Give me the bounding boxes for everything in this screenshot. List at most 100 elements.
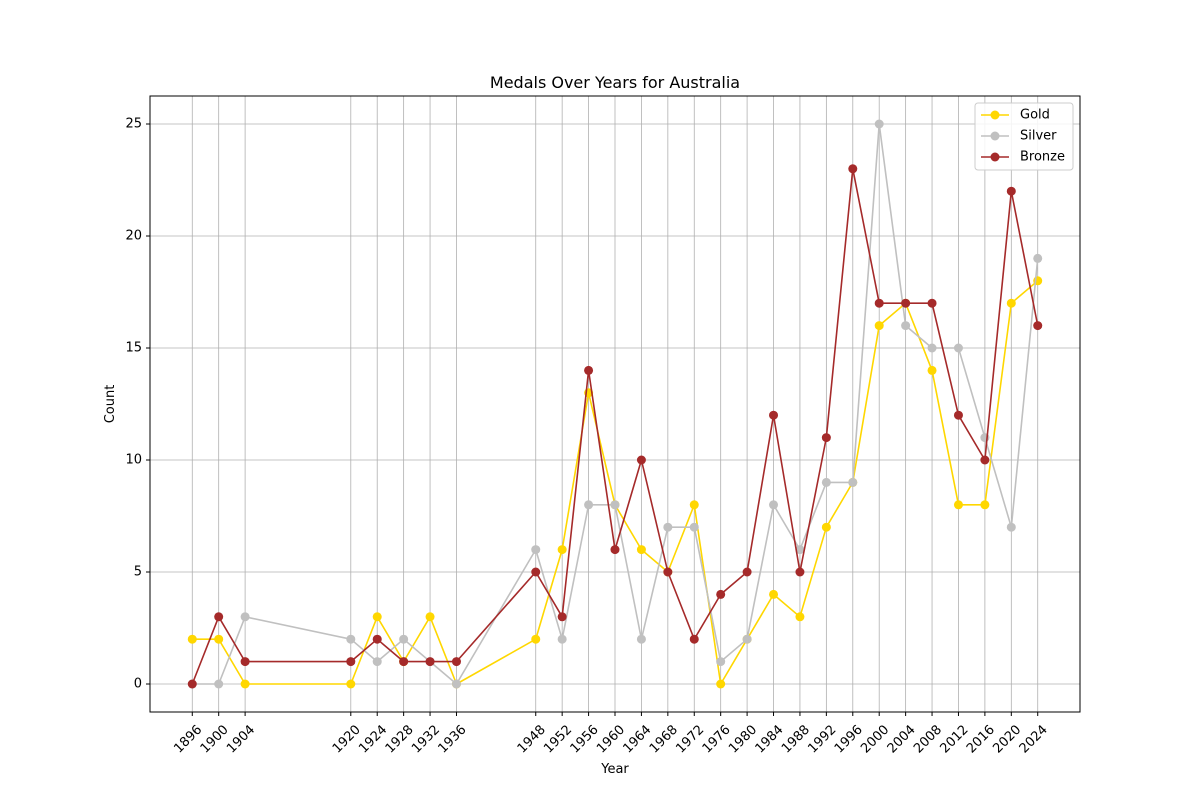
x-tick-label: 2004 <box>885 722 919 756</box>
data-point-gold <box>636 545 646 555</box>
x-tick-label: 1952 <box>541 722 575 756</box>
data-point-bronze <box>531 567 541 577</box>
data-point-silver <box>451 679 461 689</box>
data-point-bronze <box>848 164 858 174</box>
data-point-silver <box>927 343 937 353</box>
data-point-gold <box>980 500 990 510</box>
x-tick-label: 2020 <box>990 722 1024 756</box>
data-point-gold <box>214 634 224 644</box>
data-point-gold <box>346 679 356 689</box>
data-point-silver <box>240 612 250 622</box>
legend-label: Gold <box>1020 108 1050 123</box>
data-point-bronze <box>927 298 937 308</box>
data-point-bronze <box>425 657 435 667</box>
series-line-bronze <box>191 168 1039 685</box>
x-tick-label: 1960 <box>594 722 628 756</box>
x-tick-label: 1968 <box>647 722 681 756</box>
y-axis-label: Count <box>103 385 118 424</box>
x-tick-label: 2016 <box>964 722 998 756</box>
y-tick-label: 0 <box>134 677 142 692</box>
data-point-silver <box>584 500 594 510</box>
data-point-bronze <box>821 433 831 443</box>
x-tick-label: 1896 <box>171 722 205 756</box>
data-point-bronze <box>874 298 884 308</box>
data-point-silver <box>874 119 884 129</box>
x-axis-label: Year <box>600 762 629 777</box>
x-tick-label: 1976 <box>700 722 734 756</box>
legend-swatch-marker <box>990 110 1000 120</box>
data-point-bronze <box>1006 186 1016 196</box>
x-tick-label: 1956 <box>568 722 602 756</box>
data-point-silver <box>742 634 752 644</box>
x-tick-label: 2000 <box>858 722 892 756</box>
data-point-bronze <box>742 567 752 577</box>
x-tick-label: 1984 <box>753 722 787 756</box>
legend-item-silver: Silver <box>981 129 1057 144</box>
data-point-silver <box>795 545 805 555</box>
x-tick-label: 1948 <box>515 722 549 756</box>
data-point-silver <box>821 477 831 487</box>
x-tick-label: 2008 <box>911 722 945 756</box>
data-point-silver <box>557 634 567 644</box>
legend-swatch-marker <box>990 152 1000 162</box>
data-point-gold <box>689 500 699 510</box>
legend-box <box>974 102 1074 171</box>
series-bronze <box>187 164 1043 689</box>
data-point-gold <box>531 634 541 644</box>
y-tick-label: 10 <box>125 453 142 468</box>
data-point-bronze <box>1033 321 1043 331</box>
x-tick-label: 2024 <box>1017 722 1051 756</box>
data-point-bronze <box>716 589 726 599</box>
y-tick-label: 15 <box>125 341 142 356</box>
data-point-bronze <box>901 298 911 308</box>
y-tick-label: 20 <box>125 229 142 244</box>
data-point-gold <box>372 612 382 622</box>
x-tick-label: 1996 <box>832 722 866 756</box>
data-point-silver <box>636 634 646 644</box>
data-point-bronze <box>980 455 990 465</box>
data-point-gold <box>187 634 197 644</box>
data-point-bronze <box>584 365 594 375</box>
x-tick-label: 1988 <box>779 722 813 756</box>
data-point-silver <box>610 500 620 510</box>
data-point-silver <box>1006 522 1016 532</box>
data-point-gold <box>927 365 937 375</box>
data-point-gold <box>769 589 779 599</box>
x-tick-label: 1964 <box>620 722 654 756</box>
data-point-bronze <box>214 612 224 622</box>
data-point-bronze <box>689 634 699 644</box>
data-point-gold <box>1006 298 1016 308</box>
x-tick-label: 1980 <box>726 722 760 756</box>
data-point-gold <box>557 545 567 555</box>
x-tick-label: 1904 <box>224 722 258 756</box>
y-tick-label: 25 <box>125 117 142 132</box>
data-point-gold <box>716 679 726 689</box>
data-point-silver <box>901 321 911 331</box>
x-tick-label: 2012 <box>938 722 972 756</box>
data-point-gold <box>795 612 805 622</box>
data-point-gold <box>953 500 963 510</box>
x-tick-label: 1920 <box>330 722 364 756</box>
data-point-bronze <box>187 679 197 689</box>
data-point-silver <box>769 500 779 510</box>
data-point-gold <box>821 522 831 532</box>
grid <box>150 96 1080 712</box>
legend: Gold Silver Bronze <box>974 102 1074 171</box>
data-point-silver <box>372 657 382 667</box>
y-axis-ticks: 0 5 10 15 20 25 <box>125 117 150 692</box>
data-point-gold <box>874 321 884 331</box>
x-tick-label: 1932 <box>409 722 443 756</box>
x-tick-label: 1992 <box>805 722 839 756</box>
data-point-gold <box>240 679 250 689</box>
x-tick-label: 1924 <box>356 722 390 756</box>
data-point-bronze <box>953 410 963 420</box>
data-point-silver <box>663 522 673 532</box>
data-point-silver <box>848 477 858 487</box>
data-point-silver <box>689 522 699 532</box>
data-point-silver <box>953 343 963 353</box>
legend-label: Bronze <box>1020 150 1065 165</box>
data-point-bronze <box>769 410 779 420</box>
data-point-bronze <box>795 567 805 577</box>
